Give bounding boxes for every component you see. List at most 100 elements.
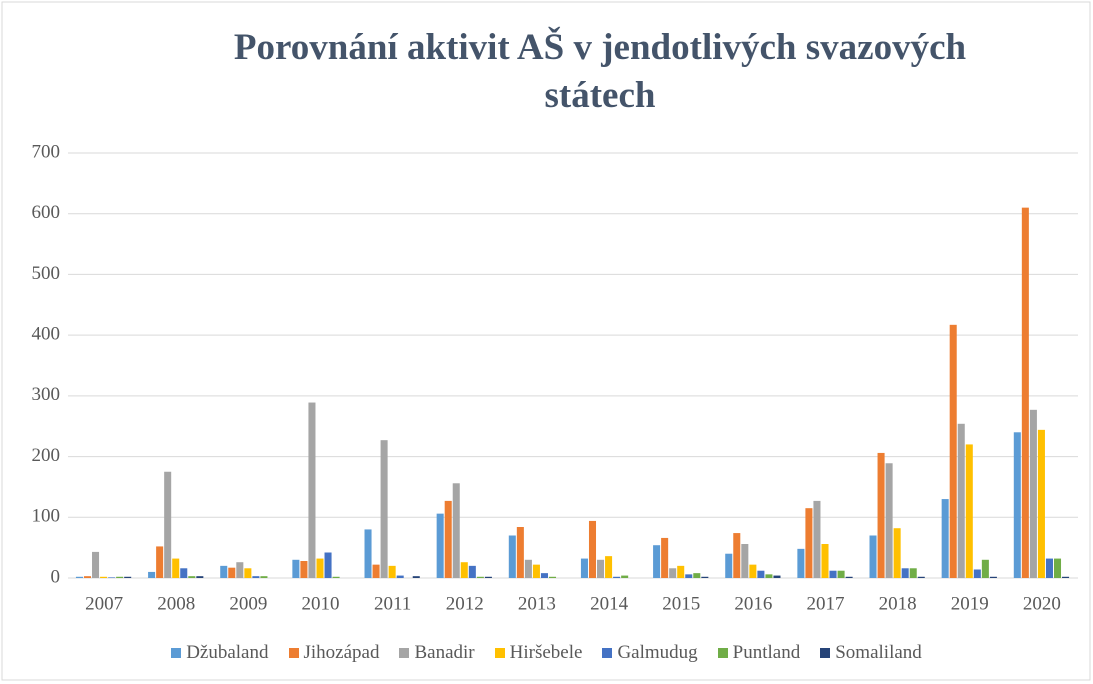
legend-item: Hiršebele [494, 642, 582, 664]
bar [1053, 558, 1062, 578]
bar [220, 565, 228, 578]
legend-swatch [288, 648, 299, 658]
x-tick-label: 2008 [157, 593, 195, 614]
bar [180, 568, 188, 578]
bar [508, 535, 516, 578]
y-tick-label: 0 [51, 566, 61, 587]
bar [949, 324, 957, 578]
y-tick-label: 600 [32, 202, 61, 223]
bar [1062, 576, 1070, 578]
bar [605, 556, 613, 578]
bar [412, 576, 420, 578]
bar [468, 565, 476, 578]
bar [677, 565, 685, 578]
legend-item: Banadir [399, 642, 475, 664]
bar [252, 576, 260, 578]
y-tick-label: 100 [32, 506, 61, 527]
bar [757, 570, 765, 578]
bar [701, 576, 709, 578]
bar [460, 562, 468, 578]
x-tick-label: 2014 [590, 593, 629, 614]
bar [228, 567, 236, 578]
bar [364, 529, 372, 578]
bar [532, 564, 540, 578]
y-tick-label: 300 [32, 384, 61, 405]
bar [156, 546, 164, 578]
bar [837, 570, 845, 578]
bar [765, 574, 773, 578]
bar [548, 576, 557, 578]
bar [75, 576, 83, 578]
bar [845, 576, 853, 578]
x-tick-label: 2017 [807, 593, 845, 614]
bar [300, 561, 308, 578]
bar [124, 576, 132, 578]
legend-item: Džubaland [171, 642, 269, 664]
bar [388, 565, 396, 578]
legend-item: Somaliland [820, 642, 922, 664]
bar [661, 537, 669, 578]
legend-label: Jihozápad [303, 642, 380, 663]
bar [597, 559, 605, 578]
bar [164, 471, 172, 578]
x-tick-label: 2007 [85, 593, 123, 614]
bar [524, 559, 532, 578]
bar [733, 533, 741, 578]
legend-item: Galmudug [602, 642, 698, 664]
y-tick-label: 500 [32, 263, 61, 284]
bar [172, 558, 180, 578]
legend-label: Puntland [732, 642, 801, 663]
bar [484, 576, 492, 578]
legend-label: Galmudug [617, 642, 698, 663]
bar [100, 576, 108, 578]
bar [885, 463, 893, 578]
bar [516, 527, 524, 578]
bar [196, 576, 204, 578]
bar [236, 562, 244, 578]
bar [316, 558, 324, 578]
bar [957, 423, 965, 578]
legend-item: Jihozápad [288, 642, 380, 664]
bar [749, 564, 757, 578]
bar [685, 574, 693, 578]
bar [380, 440, 388, 578]
y-tick-label: 400 [32, 324, 61, 345]
bar [805, 508, 813, 578]
bar [452, 483, 460, 578]
bar [693, 573, 701, 578]
bar [741, 544, 749, 578]
bar [188, 576, 196, 578]
bar [901, 568, 909, 578]
legend-label: Banadir [414, 642, 475, 663]
legend: Džubaland Jihozápad Banadir Hiršebele Galmud… [0, 642, 1093, 664]
bar [308, 402, 316, 578]
bar [324, 552, 332, 578]
bar [580, 558, 588, 578]
bar [1037, 429, 1045, 578]
bar [797, 548, 805, 578]
bar [821, 544, 829, 578]
x-tick-label: 2011 [374, 593, 411, 614]
bar [108, 577, 116, 578]
bar [83, 576, 92, 578]
bar [292, 559, 300, 578]
bar [989, 576, 997, 578]
bar [909, 568, 917, 578]
y-tick-label: 700 [32, 141, 61, 162]
bar [773, 575, 781, 578]
chart-title: Porovnání aktivit AŠ v jendotlivých svaz… [233, 27, 967, 116]
legend-item: Puntland [717, 642, 801, 664]
bar [244, 568, 252, 578]
bar [476, 576, 484, 578]
legend-swatch [820, 648, 831, 658]
bar [725, 553, 733, 578]
bar [332, 576, 340, 578]
bar [877, 452, 885, 578]
bar [973, 569, 981, 578]
x-tick-label: 2020 [1023, 593, 1061, 614]
x-tick-label: 2018 [879, 593, 917, 614]
bar [829, 570, 837, 578]
bar [436, 513, 444, 578]
bar [669, 568, 677, 578]
